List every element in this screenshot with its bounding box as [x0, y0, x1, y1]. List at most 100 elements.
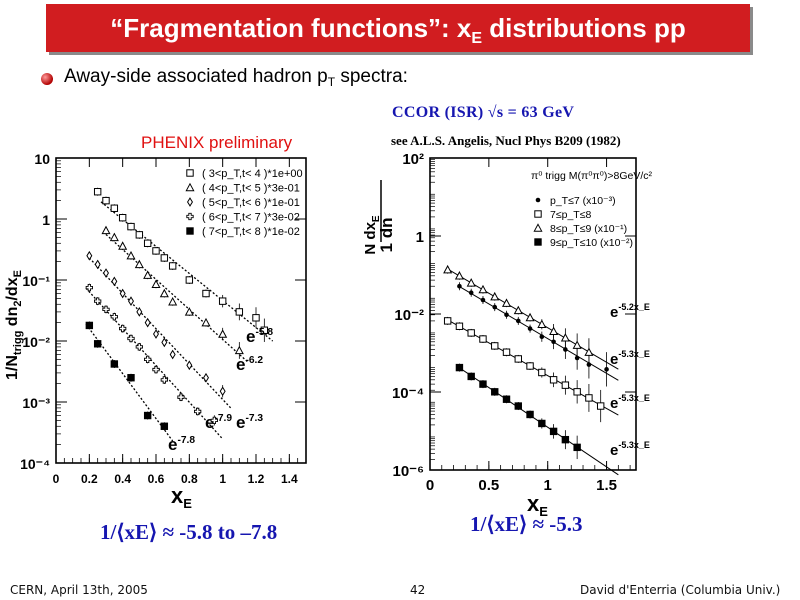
legend-marker [535, 197, 541, 203]
data-point [585, 394, 593, 402]
y-tick-label: 1 [42, 212, 50, 228]
y-tick-label: 1 [416, 229, 424, 246]
slope-exponent: -5.8 [255, 327, 273, 338]
legend-marker [187, 197, 193, 207]
y-tick-label: 10⁻² [394, 307, 424, 324]
x-tick-label: 1 [219, 472, 226, 486]
y-tick-label: 10⁻³ [22, 395, 50, 411]
data-point [93, 340, 102, 348]
data-point [561, 381, 570, 389]
data-point [490, 291, 500, 301]
data-point [513, 305, 523, 315]
x-tick-label: 0.5 [478, 477, 499, 494]
x-tick-label: 1.2 [248, 472, 265, 486]
slope-exponent: -7.9 [214, 413, 232, 424]
data-point [177, 393, 185, 401]
x-tick-label: 0 [426, 477, 434, 494]
slope-exponent: -5.3x_E [618, 440, 650, 450]
data-point [468, 290, 474, 296]
left-y-axis-title-sub2: 2 [12, 301, 24, 307]
title-subscript: E [471, 30, 483, 47]
legend-marker [186, 169, 194, 177]
right-y-axis-title-sub: E [371, 215, 382, 222]
bullet-text: Away-side associated hadron pT spectra: [64, 66, 408, 89]
data-point [573, 388, 581, 396]
data-point [143, 239, 152, 247]
data-point [479, 380, 487, 388]
y-tick-label: 10² [402, 151, 424, 168]
data-point [515, 318, 521, 324]
data-point [551, 339, 556, 345]
data-point [136, 307, 143, 317]
data-point [514, 355, 522, 363]
data-point [94, 259, 101, 270]
data-point [101, 225, 111, 235]
left-formula: 1/⟨xE⟩ ≈ -5.8 to –7.8 [100, 520, 278, 544]
left-y-axis-title-rest2: /dx [4, 277, 21, 300]
data-point [219, 386, 226, 397]
x-tick-label: 0.4 [114, 472, 131, 486]
data-point [134, 259, 144, 269]
data-point [560, 333, 570, 342]
data-point [210, 416, 218, 425]
bullet-text-post: spectra: [335, 66, 408, 87]
fit-line [459, 286, 619, 381]
right-panel-reference: see A.L.S. Angelis, Nucl Phys B209 (1982… [391, 133, 621, 148]
data-point [169, 349, 176, 360]
fit-line [88, 257, 232, 409]
data-point [110, 360, 119, 368]
slope-label: e-7.3 [236, 413, 263, 432]
y-tick-label: 10⁻⁶ [392, 463, 424, 480]
data-point [109, 232, 119, 242]
slope-label: e-5.2x_E [610, 302, 650, 321]
x-tick-label: 1.4 [281, 472, 298, 486]
data-point [152, 247, 160, 255]
data-point [118, 241, 128, 250]
data-point [85, 283, 93, 292]
data-point [479, 335, 487, 343]
data-point [574, 355, 580, 361]
data-point [127, 374, 135, 382]
data-point [504, 312, 509, 318]
data-point [94, 297, 102, 305]
slope-label: e-7.8 [168, 435, 195, 454]
legend-marker [186, 227, 194, 235]
x-tick-label: 0 [53, 472, 60, 486]
y-tick-label: 10 [34, 151, 50, 167]
data-point [260, 326, 269, 334]
footer-left: CERN, April 13th, 2005 [10, 583, 148, 597]
x-tick-label: 0.2 [81, 472, 98, 486]
data-point [457, 283, 462, 289]
data-point [252, 314, 260, 322]
data-point [467, 372, 475, 381]
data-point [443, 317, 452, 325]
data-point [111, 276, 118, 287]
data-point [161, 337, 168, 348]
legend-label: p_T≤7 (x10⁻³) [550, 195, 616, 207]
slope-exponent: -7.8 [177, 435, 195, 446]
data-point [502, 348, 511, 356]
data-point [526, 362, 534, 370]
x-axis-title: xE [171, 483, 192, 511]
data-point [467, 329, 475, 337]
x-axis-title-sub: E [183, 496, 192, 511]
data-point [160, 422, 169, 430]
right-formula: 1/⟨xE⟩ ≈ -5.3 [470, 512, 583, 536]
legend-marker [186, 212, 194, 221]
y-tick-label: 10⁻⁴ [20, 456, 50, 472]
data-point [235, 308, 244, 316]
data-point [128, 296, 134, 307]
data-point [572, 340, 582, 349]
data-point [478, 284, 488, 294]
data-point [514, 402, 522, 410]
data-point [492, 304, 498, 310]
data-point [561, 435, 570, 444]
fit-line [85, 287, 224, 440]
data-point [604, 367, 609, 372]
title-bar: “Fragmentation functions”: xE distributi… [46, 4, 750, 52]
data-point [538, 419, 546, 428]
data-point [168, 262, 177, 270]
data-point [184, 307, 194, 316]
slope-label: e-5.3x_E [610, 349, 650, 368]
